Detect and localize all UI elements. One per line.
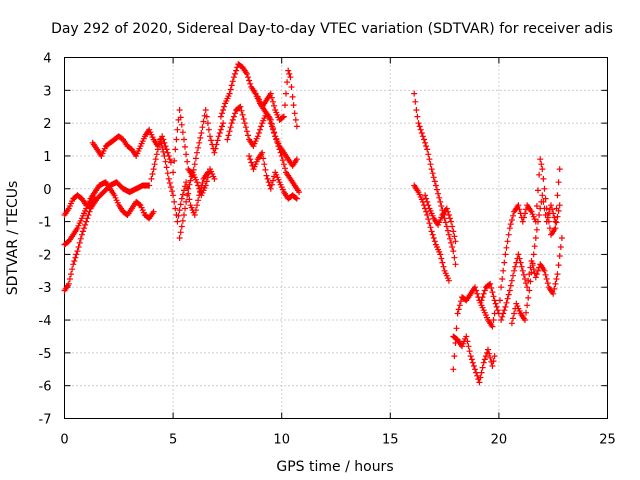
series-track-m <box>411 182 452 284</box>
y-tick-label: 2 <box>43 117 51 132</box>
y-tick-label: 4 <box>43 52 51 67</box>
chart-title: Day 292 of 2020, Sidereal Day-to-day VTE… <box>51 21 613 37</box>
x-tick-label: 10 <box>273 433 290 448</box>
y-axis-title: SDTVAR / TECUs <box>5 181 21 296</box>
y-axis: -7 -6 -5 -4 -3 -2 -1 0 1 2 3 4 <box>39 52 608 428</box>
data-point-markers <box>176 166 218 241</box>
y-tick-label: -3 <box>39 281 52 296</box>
data-point-markers <box>478 156 563 317</box>
x-tick-label: 5 <box>169 433 177 448</box>
data-point-markers <box>508 166 563 327</box>
series-track-d <box>89 126 174 166</box>
x-axis: 0 5 10 15 20 25 <box>60 57 616 448</box>
data-point-markers <box>450 284 498 373</box>
y-tick-label: 3 <box>43 84 51 99</box>
data-point-markers <box>61 192 98 218</box>
data-point-markers <box>411 182 452 284</box>
data-points <box>61 61 565 386</box>
data-point-markers <box>411 90 459 268</box>
data-point-markers <box>224 103 300 169</box>
series-track-q <box>478 156 563 317</box>
grid <box>64 57 608 419</box>
data-point-markers <box>89 126 174 166</box>
data-point-markers <box>148 136 211 225</box>
data-point-markers <box>498 235 565 323</box>
series-track-n <box>422 192 459 245</box>
series-track-r <box>498 235 565 323</box>
x-tick-label: 25 <box>599 433 616 448</box>
y-tick-label: 0 <box>43 183 51 198</box>
y-tick-label: 1 <box>43 150 51 165</box>
y-tick-label: -2 <box>39 248 52 263</box>
y-tick-label: -4 <box>39 314 52 329</box>
series-track-l <box>411 90 459 268</box>
data-point-markers <box>422 192 459 245</box>
x-tick-label: 15 <box>382 433 399 448</box>
series-track-b <box>61 179 157 248</box>
series-track-i <box>224 103 300 169</box>
x-tick-label: 0 <box>60 433 68 448</box>
plot-frame <box>64 57 608 419</box>
data-point-markers <box>246 149 300 202</box>
data-point-markers <box>61 179 157 248</box>
data-point-markers <box>170 107 227 179</box>
y-tick-label: -7 <box>39 413 52 428</box>
y-tick-label: -1 <box>39 216 52 231</box>
series-track-s <box>508 166 563 327</box>
series-track-k <box>254 67 300 130</box>
x-tick-label: 20 <box>491 433 508 448</box>
series-track-j <box>246 149 300 202</box>
data-point-markers <box>254 67 300 130</box>
series-track-f <box>170 107 227 179</box>
x-axis-title: GPS time / hours <box>276 459 393 475</box>
data-point-markers <box>450 333 498 386</box>
y-tick-label: -5 <box>39 347 52 362</box>
y-tick-label: -6 <box>39 380 52 395</box>
series-track-o <box>450 284 498 373</box>
series-track-g <box>176 166 218 241</box>
series-track-p <box>450 333 498 386</box>
series-track-c <box>61 192 98 218</box>
series-track-e <box>148 136 211 225</box>
